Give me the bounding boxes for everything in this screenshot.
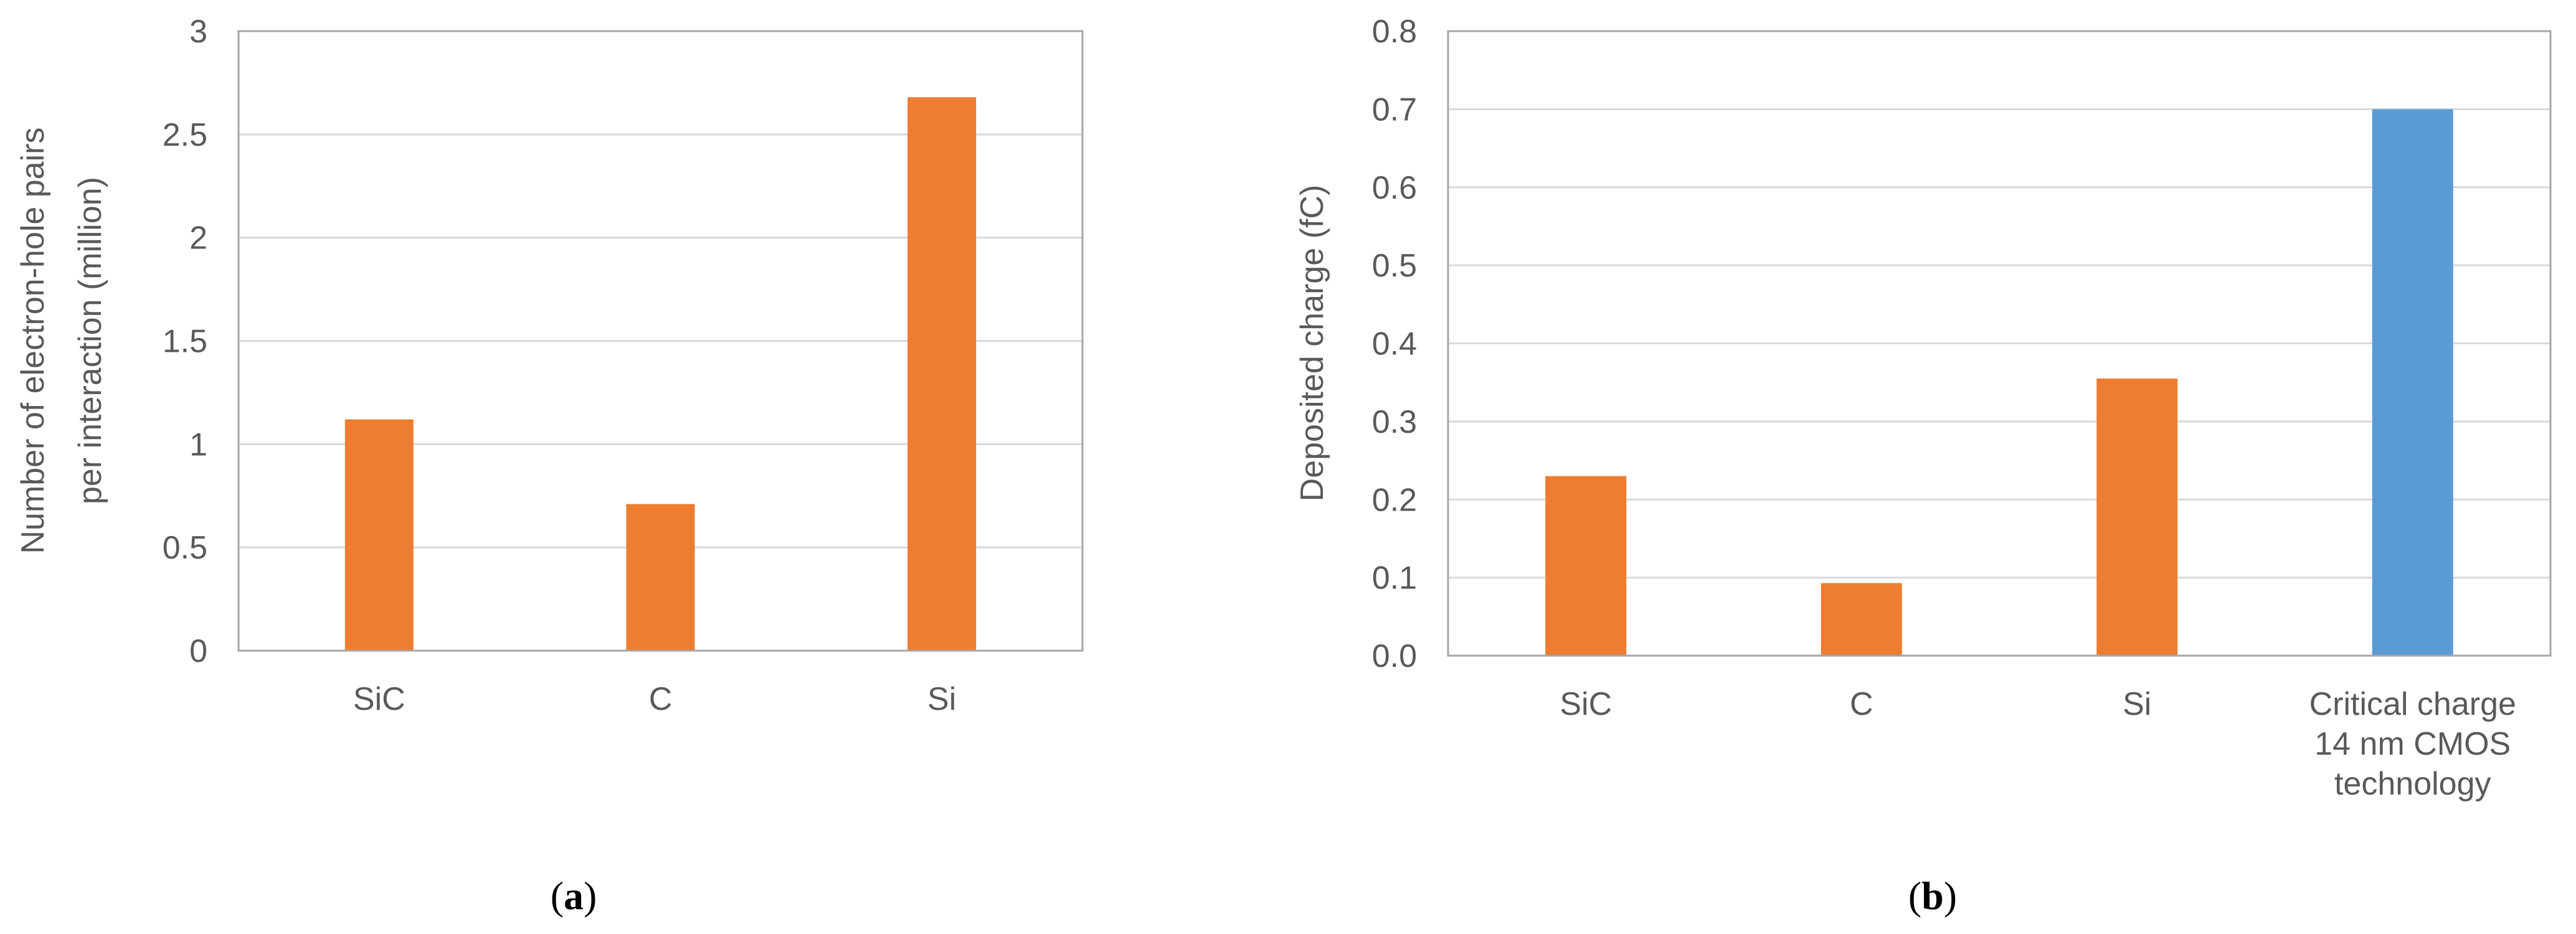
y-tick-label: 2 [189, 220, 207, 257]
y-tick-label: 0.2 [1372, 482, 1417, 518]
x-tick-label-line: Si [927, 681, 956, 717]
x-tick-label-line: SiC [353, 681, 405, 717]
panel-label-paren: ) [584, 874, 597, 918]
plot-frame [237, 30, 1084, 652]
y-tick-label: 0.0 [1372, 638, 1417, 674]
y-tick-label: 0.1 [1372, 560, 1417, 597]
x-tick-label-line: Si [2123, 686, 2151, 722]
x-tick-label-line: 14 nm CMOS [2314, 726, 2511, 762]
y-tick-label: 0.5 [1372, 248, 1417, 284]
x-tick-label: C [649, 681, 673, 717]
x-tick-label: Si [2123, 686, 2151, 722]
panel-label-paren: ( [1908, 874, 1921, 918]
bar [344, 419, 414, 651]
panel-label: (b) [1908, 874, 1957, 918]
panel-label-letter: a [564, 874, 584, 918]
x-tick-label: Si [927, 681, 956, 717]
y-tick-label: 0.3 [1372, 404, 1417, 440]
panel-label: (a) [551, 874, 597, 918]
bar [1545, 476, 1627, 656]
y-tick-label: 1.5 [163, 324, 207, 360]
x-tick-label: Critical charge 14 nm CMOS technology [2309, 686, 2516, 802]
y-tick-label: 0.8 [1372, 14, 1417, 50]
y-axis-title: Number of electron-hole pairs [15, 128, 51, 554]
x-tick-label-line: C [1850, 686, 1873, 722]
bar [626, 504, 695, 651]
x-tick-label-line: technology [2334, 766, 2491, 802]
y-tick-label: 2.5 [163, 117, 207, 153]
x-tick-label-line: SiC [1560, 686, 1612, 722]
bar [907, 97, 977, 651]
bar [2096, 378, 2178, 656]
y-tick-label: 0 [189, 633, 207, 669]
y-axis-title: per interaction (million) [72, 177, 108, 504]
y-tick-label: 0.5 [163, 530, 207, 566]
x-tick-label: SiC [1560, 686, 1612, 722]
x-tick-label-line: Critical charge [2309, 686, 2516, 722]
y-tick-label: 0.6 [1372, 170, 1417, 206]
y-axis-title: Deposited charge (fC) [1294, 185, 1330, 502]
x-tick-label: SiC [353, 681, 405, 717]
x-tick-label: C [1850, 686, 1873, 722]
y-tick-label: 0.7 [1372, 92, 1417, 128]
bar [2372, 109, 2453, 656]
panel-label-letter: b [1921, 874, 1944, 918]
panel-label-paren: ( [551, 874, 564, 918]
x-tick-label-line: C [649, 681, 673, 717]
chart-a: 0 0.5 1 1.5 2 2.5 3 SiC C Si Number of electron-ho… [15, 14, 1084, 918]
y-tick-label: 1 [189, 427, 207, 463]
y-tick-label: 3 [189, 14, 207, 50]
chart-b: 0.0 0.1 0.2 0.3 0.4 0.5 0.6 0.7 0.8 SiC C Si Critica… [1294, 14, 2552, 918]
bar [1821, 583, 1902, 656]
plot-frame [1447, 30, 2552, 657]
y-tick-label: 0.4 [1372, 326, 1417, 362]
panel-label-paren: ) [1944, 874, 1957, 918]
